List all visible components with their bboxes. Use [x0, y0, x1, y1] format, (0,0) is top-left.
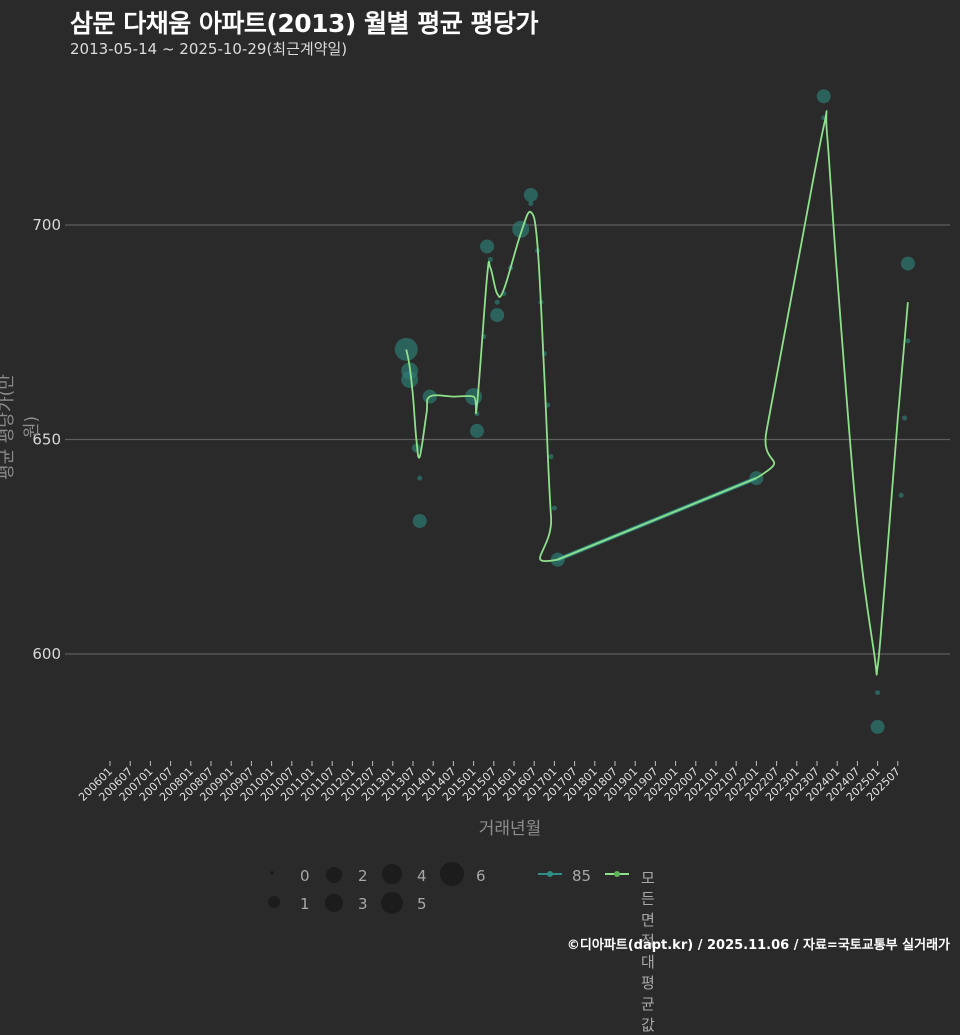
- size-dot-icon: [268, 896, 280, 908]
- data-point: [902, 415, 908, 421]
- y-axis-title: 평균 평당가(만 원): [0, 374, 42, 480]
- data-point: [494, 299, 500, 305]
- size-dot-icon: [381, 892, 403, 914]
- data-point: [551, 505, 557, 511]
- data-point: [816, 89, 831, 104]
- y-tick-label: 600: [32, 645, 61, 663]
- gridlines: [70, 224, 950, 655]
- average-line: [405, 110, 909, 676]
- data-point: [490, 308, 505, 323]
- legend-size-4: [382, 864, 402, 884]
- data-point: [900, 256, 915, 271]
- data-point: [480, 239, 495, 254]
- chart-title: 삼문 다채움 아파트(2013) 월별 평균 평당가: [70, 9, 538, 38]
- data-point: [401, 370, 419, 388]
- y-tick-label: 650: [32, 431, 61, 449]
- data-point: [905, 338, 911, 344]
- legend-size-1: [268, 896, 280, 908]
- data-point: [898, 492, 904, 498]
- data-point: [528, 201, 534, 207]
- legend-series-85: [538, 868, 562, 880]
- legend-size-label: 2: [358, 867, 368, 885]
- data-point: [875, 690, 881, 696]
- size-dot-icon: [326, 867, 342, 883]
- legend-size-label: 4: [417, 867, 427, 885]
- legend-series-average: [605, 868, 629, 880]
- data-point: [412, 514, 427, 529]
- plot-area: 600 650 700 200601200607200701200707200801…: [32, 89, 950, 804]
- line-swatch-85-icon: [538, 871, 562, 877]
- data-points-85: [394, 89, 915, 734]
- data-point: [548, 454, 554, 460]
- size-dot-icon: [440, 862, 464, 886]
- data-point: [512, 220, 530, 238]
- data-point: [523, 187, 538, 202]
- x-axis-title: 거래년월: [478, 819, 542, 839]
- legend-size-3: [325, 894, 343, 912]
- size-dot-icon: [382, 864, 402, 884]
- legend-size-label: 5: [417, 895, 427, 913]
- y-axis-ticks: 600 650 700: [32, 216, 70, 663]
- chart-subtitle: 2013-05-14 ~ 2025-10-29(최근계약일): [70, 40, 348, 58]
- size-dot-icon: [325, 894, 343, 912]
- data-point: [487, 256, 493, 262]
- legend-size-label: 0: [300, 867, 310, 885]
- legend-size-2: [326, 867, 342, 883]
- legend-size-0: [270, 871, 274, 875]
- legend-size-label: 6: [476, 867, 486, 885]
- footer-credit: ©디아파트(dapt.kr) / 2025.11.06 / 자료=국토교통부 실…: [566, 938, 950, 953]
- size-dot-icon: [270, 871, 274, 875]
- line-swatch-average-icon: [605, 871, 629, 877]
- legend-series-label: 85: [572, 867, 592, 885]
- y-tick-label: 700: [32, 216, 61, 234]
- legend-size-label: 3: [358, 895, 368, 913]
- x-axis-ticks: 2006012006072007012007072008012008072009…: [76, 761, 903, 804]
- legend-size-label: 1: [300, 895, 310, 913]
- legend-size-5: [381, 892, 403, 914]
- legend-size-6: [440, 862, 464, 886]
- data-point: [469, 423, 484, 438]
- data-point: [870, 719, 885, 734]
- data-point: [417, 475, 423, 481]
